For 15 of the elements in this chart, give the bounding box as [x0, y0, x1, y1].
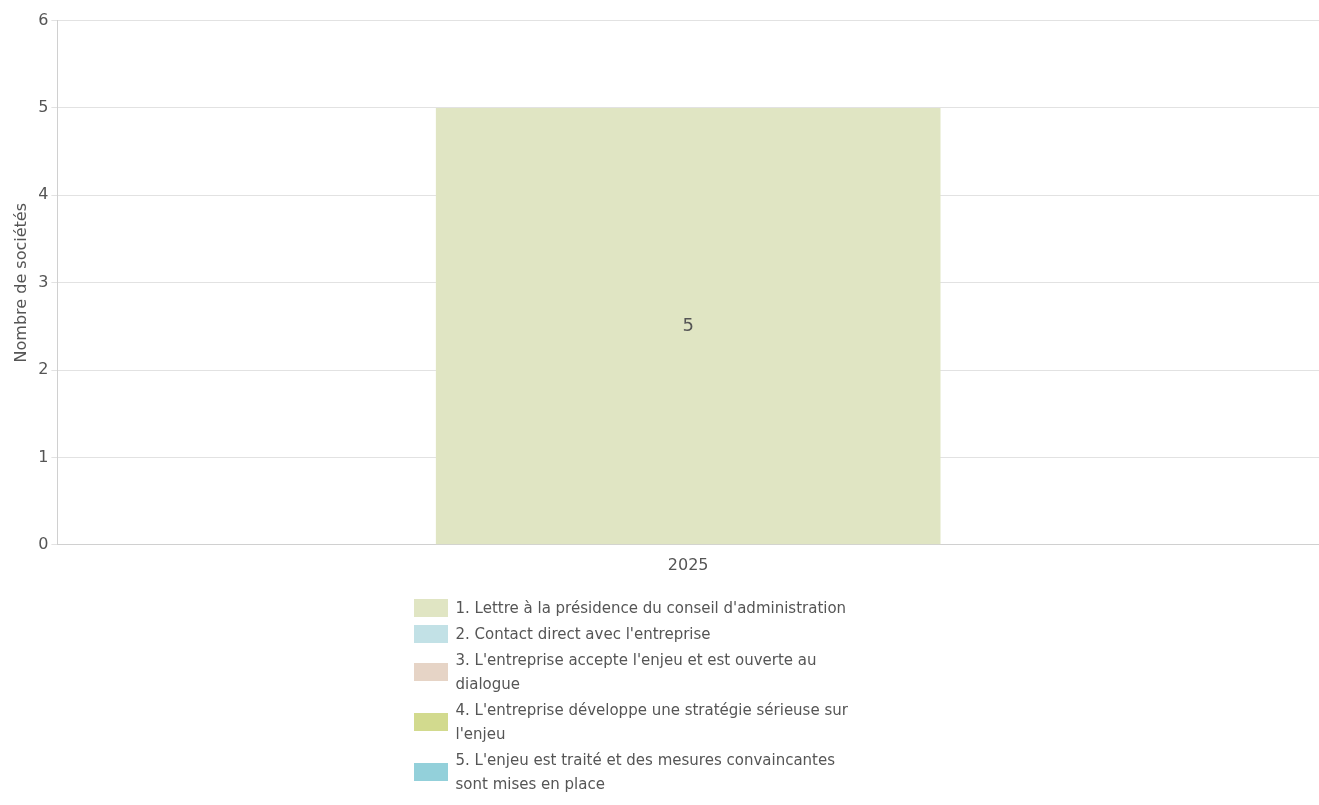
y-tick-label: 6 [38, 9, 49, 29]
y-tick-label: 4 [38, 184, 49, 204]
legend-label: 1. Lettre à la présidence du conseil d'administration [455, 598, 847, 619]
legend-label: 4. L'entreprise développe une stratégie sérieuse sur l'enjeu [455, 700, 849, 745]
y-tick-label: 5 [38, 97, 49, 117]
y-tick-label: 2 [38, 359, 49, 379]
legend-label: 3. L'entreprise accepte l'enjeu et est ouverte au dialogue [455, 650, 818, 695]
y-axis-title: Nombre de sociétés [10, 203, 30, 363]
y-tick-label: 0 [38, 533, 49, 553]
legend-label: 2. Contact direct avec l'entreprise [455, 624, 711, 645]
legend-label: 5. L'enjeu est traité et des mesures convaincantes sont mises en place [455, 750, 836, 795]
x-tick-label: 2025 [667, 554, 709, 574]
y-tick-label: 1 [38, 446, 49, 466]
y-tick-label: 3 [38, 271, 49, 291]
data-label: 5 [682, 313, 694, 335]
